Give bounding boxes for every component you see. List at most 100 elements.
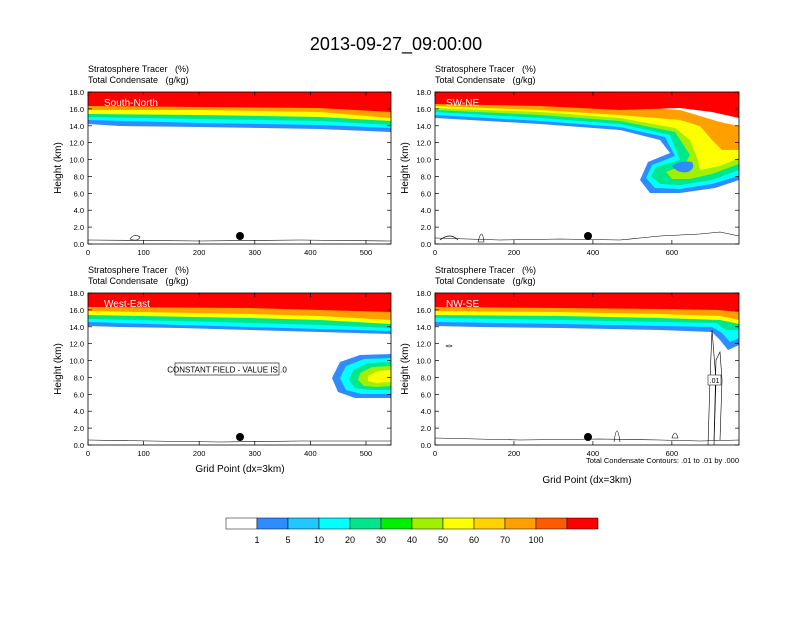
axes: 0 200 400 600 0.0 2.0 4.0 6.0 8.0 10.0 12.0 14.0 16.… — [416, 289, 739, 458]
page-title: 2013-09-27_09:00:00 — [310, 34, 482, 55]
colorbar-swatch — [442, 517, 475, 530]
y-tick-label: 8.0 — [74, 373, 84, 382]
x-tick-label: 0 — [86, 449, 90, 458]
axes: 0 200 400 600 0.0 2.0 4.0 6.0 8.0 10.0 12.0 14.0 16.… — [416, 88, 739, 257]
y-tick-label: 4.0 — [421, 407, 431, 416]
panel-title-line2: Total Condensate (g/kg) — [435, 75, 536, 85]
y-tick-label: 8.0 — [74, 172, 84, 181]
y-tick-label: 14.0 — [69, 323, 84, 332]
condensate-blob — [445, 344, 453, 348]
y-tick-label: 18.0 — [416, 289, 431, 298]
lower-lobe-yellow — [368, 370, 391, 383]
tracer-core-blue — [672, 161, 694, 173]
y-tick-label: 4.0 — [74, 407, 84, 416]
panel-title-line2: Total Condensate (g/kg) — [88, 75, 189, 85]
y-tick-label: 0.0 — [421, 441, 431, 450]
y-tick-label: 2.0 — [74, 223, 84, 232]
condensate-tower — [713, 350, 723, 441]
y-tick-label: 6.0 — [74, 189, 84, 198]
condensate-contour — [88, 239, 391, 242]
condensate-blob — [671, 432, 679, 439]
y-tick-label: 14.0 — [69, 122, 84, 131]
colorbar-swatch — [256, 517, 289, 530]
condensate-blob — [129, 235, 141, 241]
colorbar-swatch — [225, 517, 258, 530]
y-tick-label: 6.0 — [74, 390, 84, 399]
colorbar-label: 10 — [314, 535, 324, 545]
x-tick-label: 200 — [193, 248, 206, 257]
x-tick-label: 0 — [433, 449, 437, 458]
condensate-contour — [88, 439, 391, 443]
colorbar-label: 70 — [500, 535, 510, 545]
colorbar-swatch — [566, 517, 599, 530]
tracer-band-orange — [435, 98, 739, 150]
condensate-contour — [435, 231, 739, 241]
colorbar-label: 1 — [254, 535, 259, 545]
colorbar-label: 40 — [407, 535, 417, 545]
colorbar-swatch — [535, 517, 568, 530]
y-tick-label: 0.0 — [74, 240, 84, 249]
x-tick-label: 600 — [666, 248, 679, 257]
y-tick-label: 10.0 — [416, 156, 431, 165]
y-tick-label: 8.0 — [421, 172, 431, 181]
tracer-field — [435, 92, 739, 243]
colorbar-swatch — [349, 517, 382, 530]
colorbar-swatch — [504, 517, 537, 530]
panel-title-line1: Stratosphere Tracer (%) — [435, 64, 536, 74]
y-tick-label: 18.0 — [69, 289, 84, 298]
y-tick-label: 12.0 — [69, 340, 84, 349]
tracer-band-red — [88, 92, 391, 112]
condensate-blob — [477, 233, 485, 243]
x-tick-label: 600 — [666, 449, 679, 458]
x-tick-label: 200 — [508, 449, 521, 458]
x-tick-label: 400 — [587, 449, 600, 458]
x-tick-label: 500 — [360, 248, 373, 257]
y-tick-label: 6.0 — [421, 189, 431, 198]
y-tick-label: 12.0 — [416, 139, 431, 148]
x-tick-label: 200 — [193, 449, 206, 458]
location-marker — [584, 433, 592, 441]
constant-field-box — [174, 362, 280, 376]
panel-title-line2: Total Condensate (g/kg) — [88, 276, 189, 286]
y-axis-label: Height (km) — [53, 343, 64, 395]
colorbar-label: 5 — [285, 535, 290, 545]
colorbar-label: 100 — [528, 535, 543, 545]
panel-label: West-East — [104, 299, 150, 310]
tracer-field — [88, 293, 391, 443]
x-tick-label: 100 — [137, 248, 150, 257]
x-axis-label: Grid Point (dx=3km) — [195, 464, 284, 475]
y-tick-label: 10.0 — [69, 357, 84, 366]
colorbar-swatch — [411, 517, 444, 530]
y-tick-label: 8.0 — [421, 373, 431, 382]
contour-label-box — [707, 374, 722, 386]
axes: 0 100 200 300 400 500 0.0 2.0 4.0 6.0 8.0 10.0 12.0 1… — [69, 88, 391, 257]
location-marker — [236, 232, 244, 240]
colorbar-label: 20 — [345, 535, 355, 545]
y-tick-label: 10.0 — [416, 357, 431, 366]
tracer-field — [88, 92, 391, 242]
y-tick-label: 16.0 — [416, 306, 431, 315]
y-tick-label: 0.0 — [74, 441, 84, 450]
colorbar-label: 60 — [469, 535, 479, 545]
x-tick-label: 400 — [304, 449, 317, 458]
colorbar-swatch — [287, 517, 320, 530]
location-marker — [236, 433, 244, 441]
y-tick-label: 14.0 — [416, 323, 431, 332]
y-tick-label: 18.0 — [69, 88, 84, 97]
y-tick-label: 0.0 — [421, 240, 431, 249]
tracer-field — [435, 293, 739, 445]
y-tick-label: 4.0 — [421, 206, 431, 215]
condensate-tower — [707, 329, 717, 445]
panel-title-line1: Stratosphere Tracer (%) — [88, 265, 189, 275]
y-tick-label: 2.0 — [421, 424, 431, 433]
y-tick-label: 4.0 — [74, 206, 84, 215]
y-tick-label: 16.0 — [69, 306, 84, 315]
panel-south-north: Stratosphere Tracer (%) Total Condensate… — [53, 64, 392, 257]
x-tick-label: 0 — [86, 248, 90, 257]
x-axis-label: Grid Point (dx=3km) — [542, 475, 631, 486]
condensate-blob — [439, 235, 459, 241]
colorbar-swatch — [473, 517, 506, 530]
x-tick-label: 200 — [508, 248, 521, 257]
panel-title-line1: Stratosphere Tracer (%) — [435, 265, 536, 275]
